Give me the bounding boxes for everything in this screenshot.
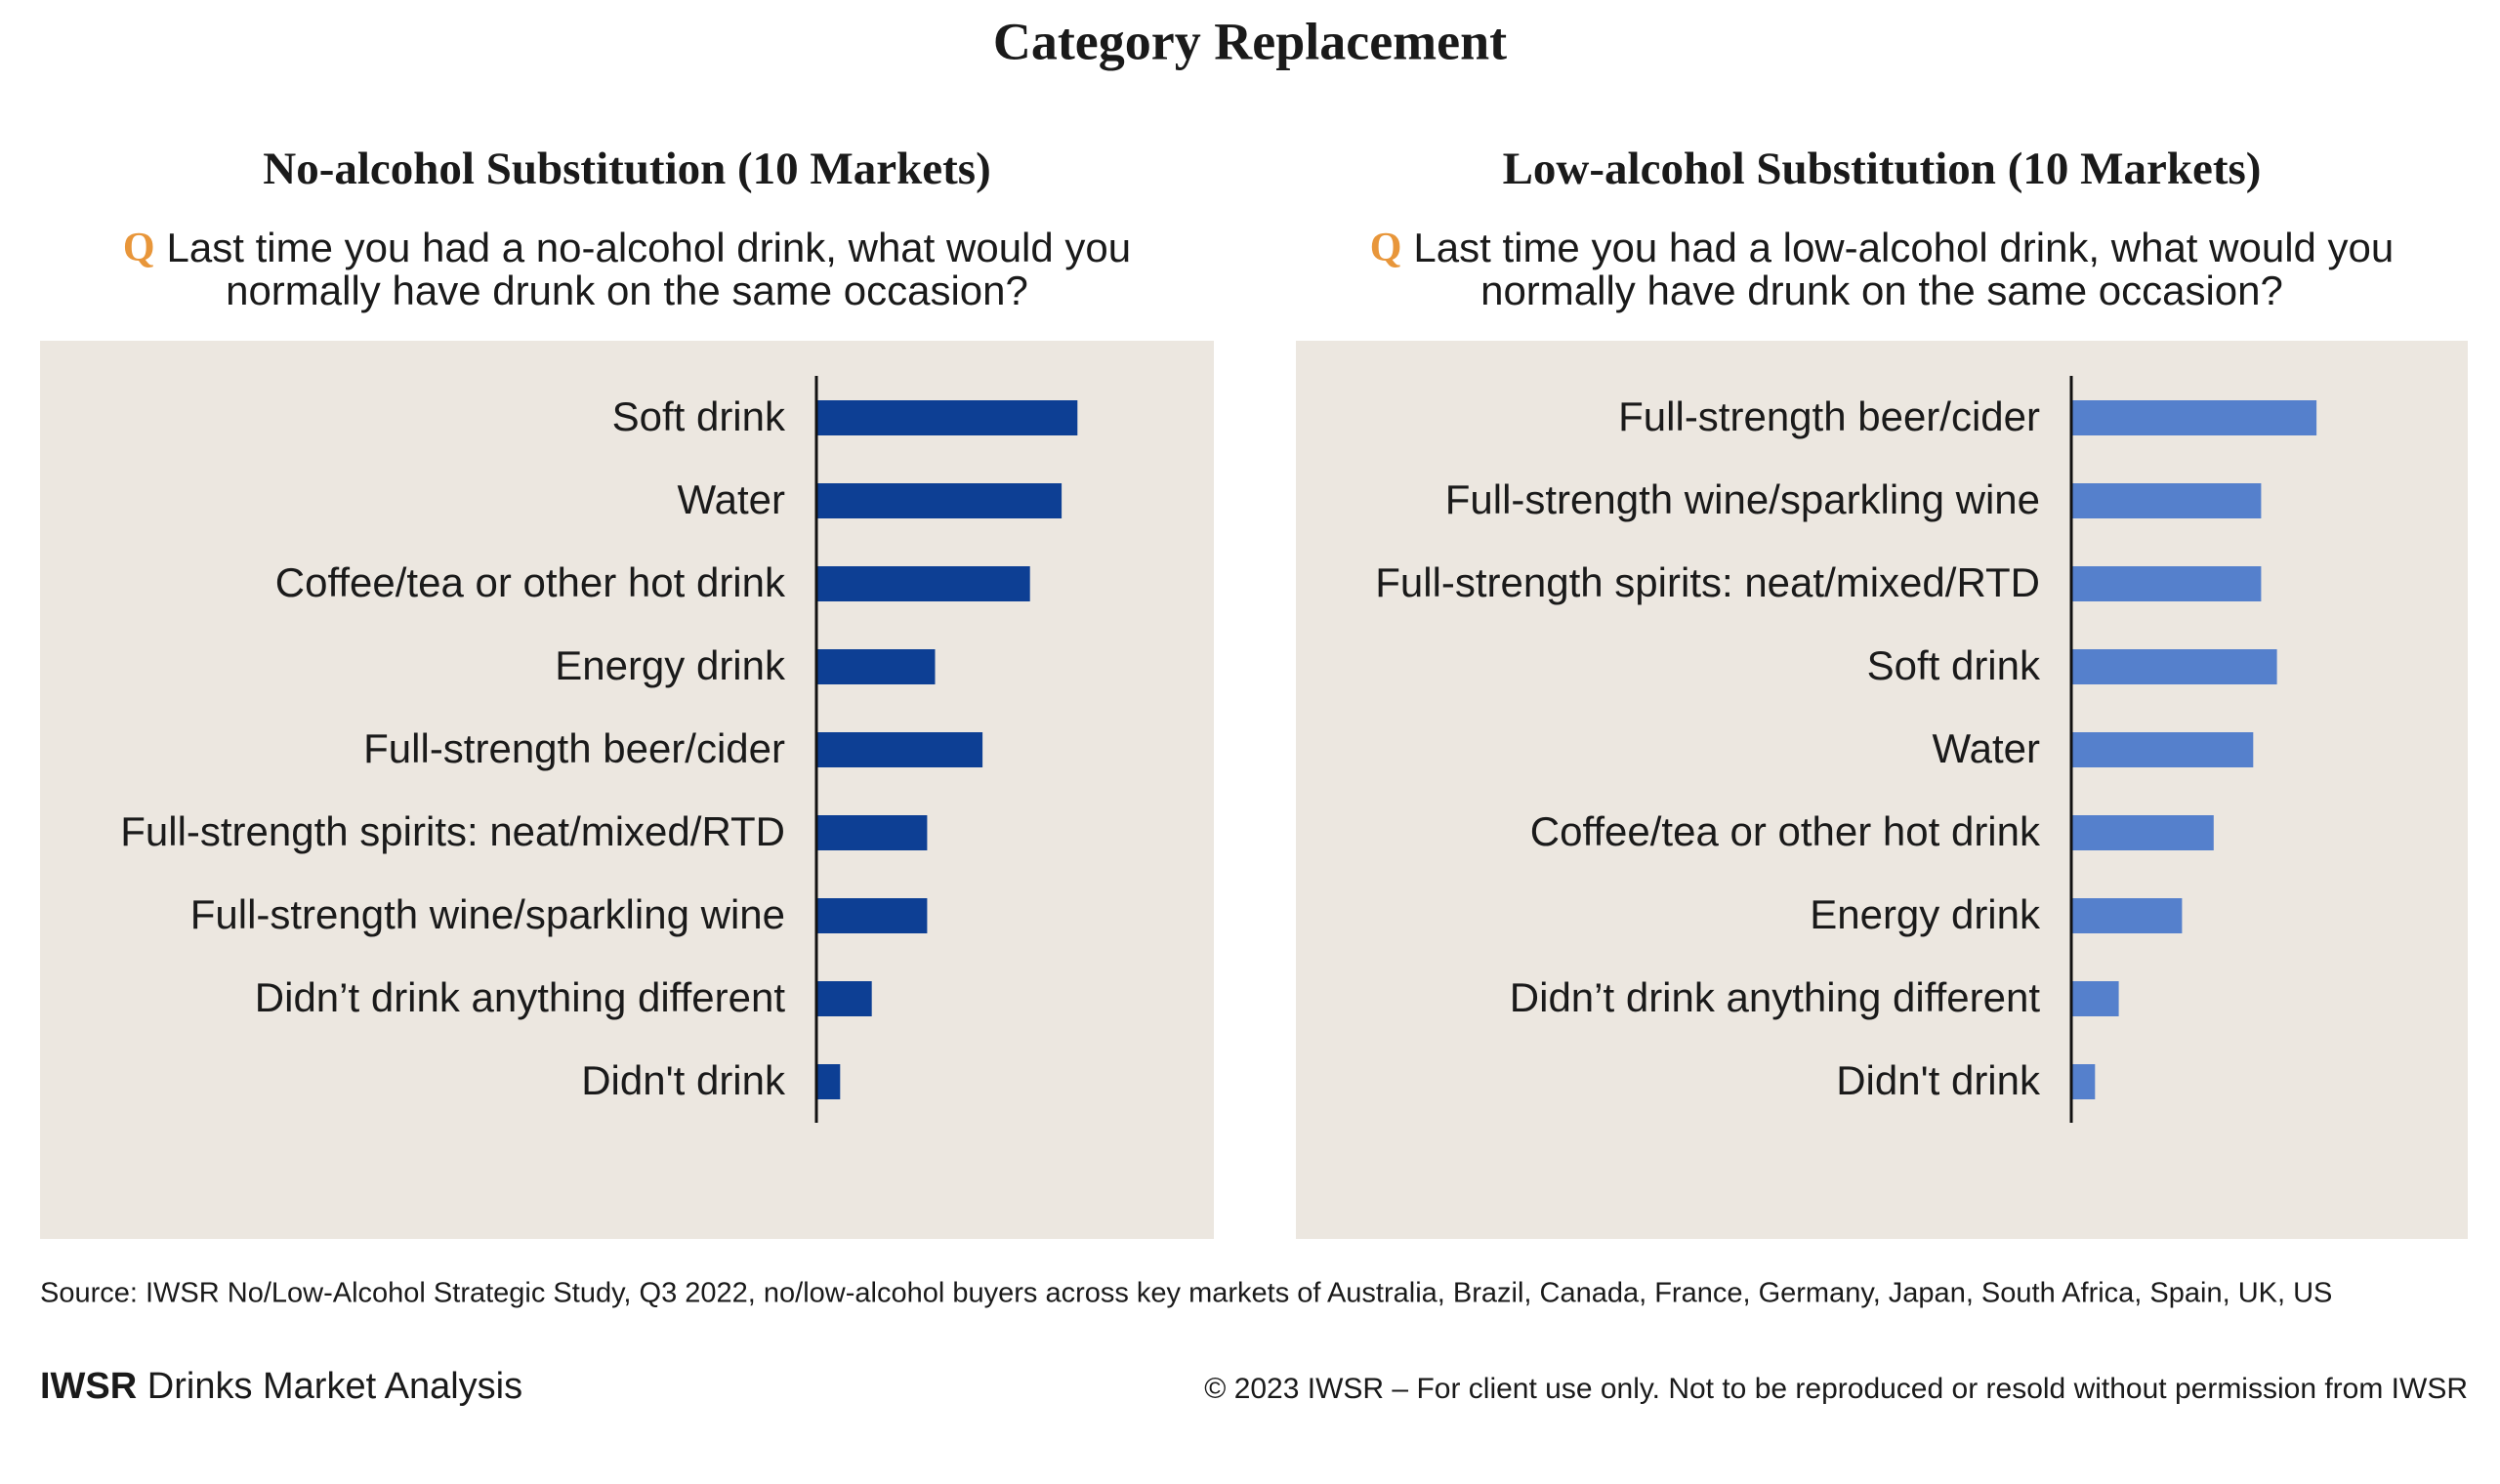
bar <box>816 649 936 684</box>
bar <box>2071 400 2317 435</box>
bar <box>2071 649 2277 684</box>
category-label: Full-strength beer/cider <box>1618 393 2040 439</box>
panel <box>40 341 1214 1239</box>
category-label: Coffee/tea or other hot drink <box>1530 808 2041 854</box>
question: Q Last time you had a low-alcohol drink, … <box>1370 225 2395 270</box>
bar <box>2071 898 2183 933</box>
bar <box>816 981 872 1016</box>
question-marker: Q <box>123 226 155 270</box>
category-label: Coffee/tea or other hot drink <box>275 559 786 605</box>
category-label: Didn’t drink anything different <box>1510 974 2041 1020</box>
question: normally have drunk on the same occasion… <box>1480 268 2283 313</box>
brand-suffix: Drinks Market Analysis <box>147 1366 522 1407</box>
source: Source: IWSR No/Low-Alcohol Strategic St… <box>40 1278 2332 1309</box>
chart-title: No-alcohol Substitution (10 Markets) <box>263 144 990 194</box>
category-label: Water <box>1933 725 2040 771</box>
brand-line: IWSR Drinks Market Analysis <box>40 1366 522 1407</box>
bar <box>2071 732 2254 767</box>
category-label: Soft drink <box>1867 642 2041 688</box>
brand: IWSR <box>40 1366 137 1407</box>
category-label: Didn't drink <box>1836 1057 2041 1103</box>
question: Q Last time you had a no-alcohol drink, w… <box>123 225 1131 270</box>
question-text: Last time you had a no-alcohol drink, wh… <box>167 225 1132 270</box>
category-label: Soft drink <box>612 393 786 439</box>
category-label: Full-strength spirits: neat/mixed/RTD <box>120 808 785 854</box>
bar <box>816 732 983 767</box>
category-label: Energy drink <box>1810 891 2041 937</box>
bar <box>816 1064 841 1099</box>
copyright: © 2023 IWSR – For client use only. Not t… <box>1204 1373 2468 1405</box>
category-label: Energy drink <box>555 642 786 688</box>
bar <box>2071 566 2262 601</box>
bar <box>2071 1064 2096 1099</box>
category-label: Full-strength wine/sparkling wine <box>190 891 785 937</box>
bar <box>816 566 1030 601</box>
panel <box>1296 341 2468 1239</box>
category-label: Didn't drink <box>581 1057 786 1103</box>
chart-title: Low-alcohol Substitution (10 Markets) <box>1503 144 2262 194</box>
question-text: Last time you had a low-alcohol drink, w… <box>1413 225 2394 270</box>
question: normally have drunk on the same occasion… <box>226 268 1028 313</box>
bar <box>816 815 928 850</box>
category-label: Water <box>678 476 785 522</box>
category-label: Full-strength spirits: neat/mixed/RTD <box>1375 559 2040 605</box>
category-label: Full-strength beer/cider <box>363 725 785 771</box>
category-label: Full-strength wine/sparkling wine <box>1445 476 2040 522</box>
page-title: Category Replacement <box>993 12 1507 70</box>
bar <box>816 898 928 933</box>
bar <box>816 483 1062 518</box>
bar <box>816 400 1078 435</box>
bar <box>2071 981 2119 1016</box>
question-marker: Q <box>1370 226 1402 270</box>
bar <box>2071 815 2214 850</box>
bar <box>2071 483 2262 518</box>
category-label: Didn’t drink anything different <box>255 974 786 1020</box>
